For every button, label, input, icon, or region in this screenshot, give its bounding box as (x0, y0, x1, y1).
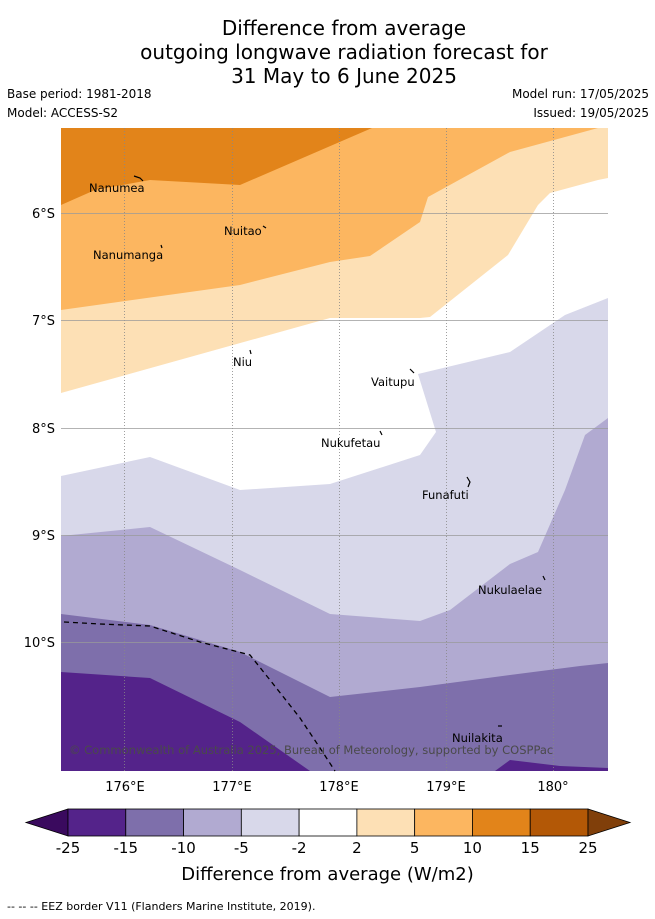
island-nanumea (133, 175, 144, 182)
island-nukulaelae (542, 575, 546, 581)
place-label-nukufetau: Nukufetau (321, 436, 380, 450)
place-label-nanumea: Nanumea (89, 181, 145, 195)
contour-fill-minus15 (61, 672, 310, 771)
title-line-3: 31 May to 6 June 2025 (231, 64, 457, 88)
colorbar-tick-label: -25 (56, 839, 81, 857)
eez-footnote: -- -- -- EEZ border V11 (Flanders Marine… (7, 900, 316, 913)
place-label-nukulaelae: Nukulaelae (478, 583, 542, 597)
colorbar-tick-label: -2 (292, 839, 307, 857)
eez-border-line (63, 621, 336, 772)
place-label-nuilakita: Nuilakita (452, 731, 503, 745)
colorbar-tick-label: 2 (352, 839, 362, 857)
gridlines (61, 128, 608, 771)
island-nuitao (262, 225, 267, 229)
island-funafuti (466, 476, 471, 488)
contour-fill-minus15-bottom (495, 760, 608, 771)
place-labels: Nanumea Nuitao Nanumanga Niu Vaitupu Nuk… (89, 181, 542, 745)
lat-tick-8s: 8°S (32, 422, 55, 437)
colorbar-tick-label: -15 (114, 839, 139, 857)
colorbar-segment (356, 808, 416, 837)
colorbar-tick-label: -10 (171, 839, 196, 857)
colorbar-segment (183, 808, 242, 837)
title: Difference from average outgoing longwav… (0, 16, 655, 88)
title-line-1: Difference from average (221, 16, 467, 40)
lat-tick-9s: 9°S (32, 529, 55, 544)
base-period: Base period: 1981-2018 (7, 87, 152, 101)
colorbar-extend-high (587, 808, 632, 837)
lat-tick-7s: 7°S (32, 314, 55, 329)
lon-tick-179e: 179°E (426, 780, 466, 795)
island-nukufetau (379, 430, 383, 436)
place-label-niu: Niu (233, 355, 252, 369)
contour-fills (61, 128, 608, 771)
place-label-vaitupu: Vaitupu (371, 375, 415, 389)
lon-tick-177e: 177°E (212, 780, 252, 795)
colorbar-tick-label: 5 (410, 839, 420, 857)
colorbar-tick-label: -5 (234, 839, 249, 857)
colorbar-segment (67, 808, 127, 837)
place-label-funafuti: Funafuti (422, 488, 469, 502)
island-vaitupu (409, 368, 415, 374)
model-name: Model: ACCESS-S2 (7, 106, 119, 120)
longitude-ticks: 176°E 177°E 178°E 179°E 180° (105, 780, 568, 795)
lat-tick-6s: 6°S (32, 207, 55, 222)
lat-tick-10s: 10°S (24, 636, 55, 651)
colorbar-tick-label: 25 (578, 839, 597, 857)
lon-tick-180: 180° (537, 780, 568, 795)
contour-fill-plus15 (61, 128, 372, 205)
colorbar: -25 -15 -10 -5 -2 2 5 10 15 25 (24, 808, 632, 857)
latitude-ticks: 6°S 7°S 8°S 9°S 10°S (24, 207, 55, 651)
place-label-nanumanga: Nanumanga (93, 248, 163, 262)
lon-tick-176e: 176°E (105, 780, 145, 795)
title-line-2: outgoing longwave radiation forecast for (140, 40, 548, 64)
colorbar-segment (414, 808, 473, 837)
colorbar-label: Difference from average (W/m2) (181, 864, 474, 885)
issued-date: Issued: 19/05/2025 (533, 106, 649, 120)
copyright-notice: © Commonwealth of Australia 2025, Bureau… (69, 743, 553, 757)
colorbar-tick-label: 15 (521, 839, 540, 857)
colorbar-segment (529, 808, 589, 837)
colorbar-tick-label: 10 (463, 839, 482, 857)
colorbar-segment (125, 808, 184, 837)
model-run: Model run: 17/05/2025 (511, 87, 649, 101)
colorbar-segment (298, 808, 358, 837)
lon-tick-178e: 178°E (319, 780, 359, 795)
place-label-nuitao: Nuitao (224, 224, 262, 238)
islands (133, 175, 546, 727)
island-nanumanga (160, 244, 163, 249)
island-niu (249, 349, 252, 355)
colorbar-extend-low (24, 808, 69, 837)
colorbar-segment (472, 808, 531, 837)
colorbar-segment (240, 808, 300, 837)
